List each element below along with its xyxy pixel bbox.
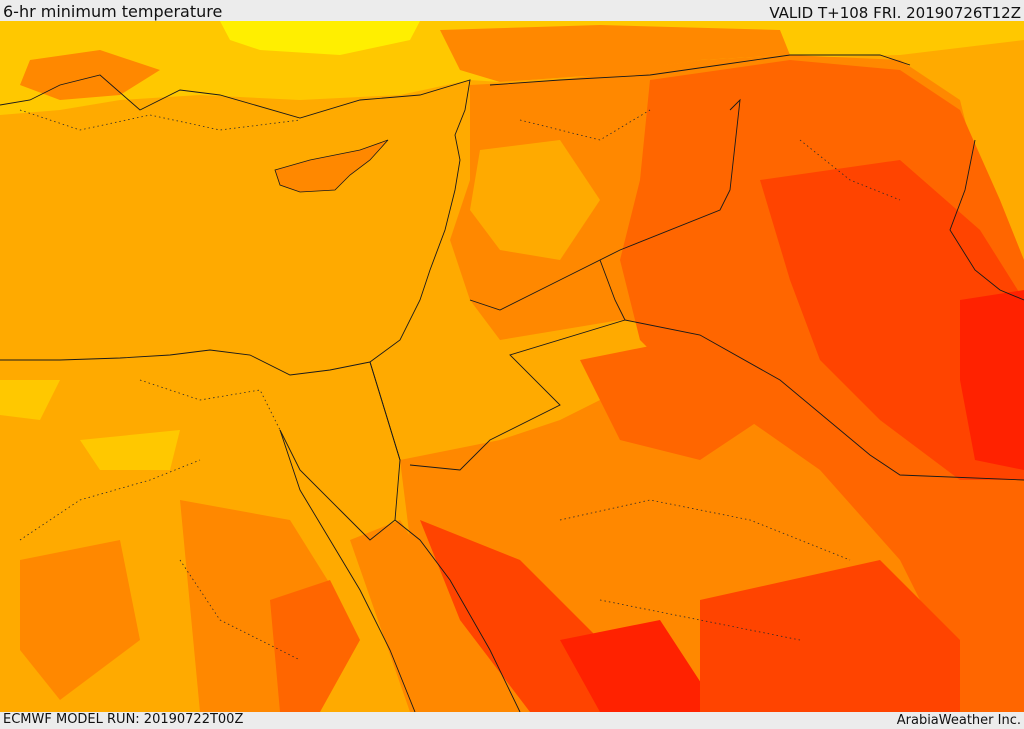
country-borders [369, 54, 1024, 481]
footer-bar: ECMWF MODEL RUN: 20190722T00Z ArabiaWeat… [0, 712, 1024, 729]
cyprus [274, 139, 389, 193]
temperature-map[interactable] [0, 21, 1024, 712]
model-run: ECMWF MODEL RUN: 20190722T00Z [3, 712, 244, 727]
valid-time: VALID T+108 FRI. 20190726T12Z [769, 4, 1021, 22]
zone-saudi-red-sw [560, 620, 720, 712]
header-bar: 6-hr minimum temperature VALID T+108 FRI… [0, 0, 1024, 22]
zone-turkey-orange-e [440, 25, 790, 82]
zone-egypt-light [0, 380, 60, 420]
zone-saudi-red-e [700, 560, 960, 712]
zone-gulf-red [960, 290, 1024, 470]
zone-iraq-red [760, 160, 1024, 480]
zone-syria-amber [470, 140, 600, 260]
zone-turkey-yellow [220, 21, 420, 55]
credit: ArabiaWeather Inc. [896, 713, 1021, 728]
zone-red-sea [350, 520, 530, 712]
zone-egypt-dark [270, 580, 360, 712]
zone-egypt-light-2 [80, 430, 180, 470]
map-canvas [0, 21, 1024, 712]
zone-jordan-dark [580, 340, 760, 460]
zone-egypt-orange [20, 540, 140, 700]
map-title: 6-hr minimum temperature [3, 2, 223, 21]
province-borders [19, 109, 901, 661]
